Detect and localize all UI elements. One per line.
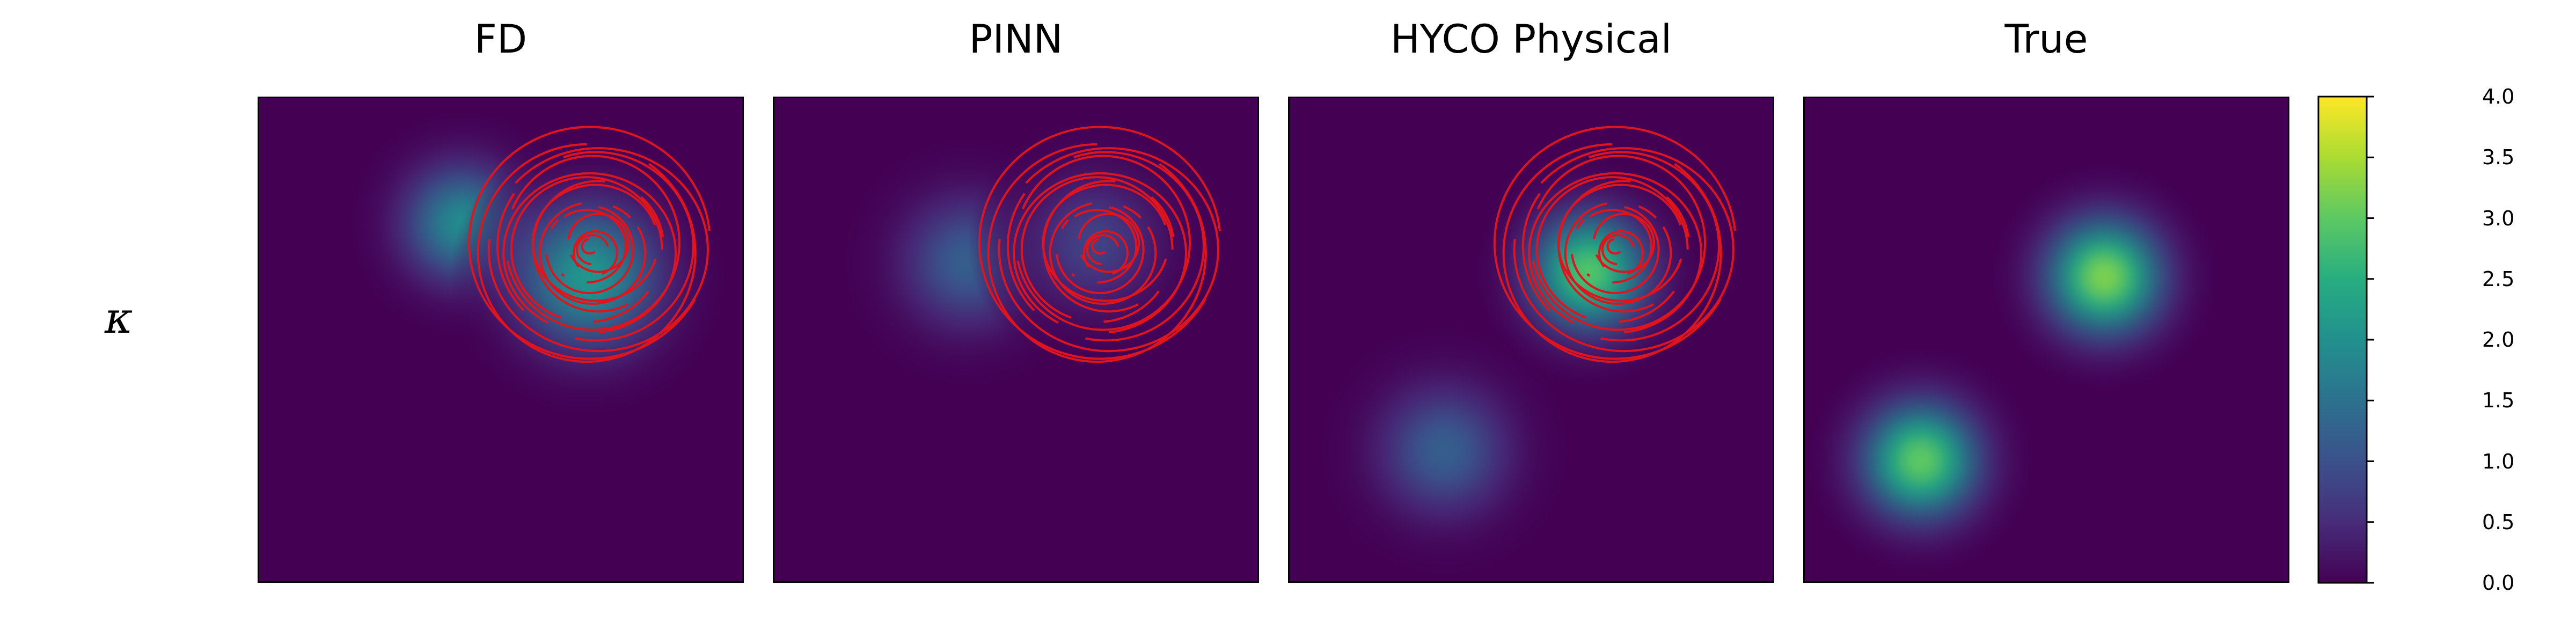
contour-arc bbox=[1674, 163, 1722, 324]
contour-arc bbox=[545, 206, 634, 295]
contour-arc bbox=[1638, 205, 1657, 219]
heatmap-panel bbox=[1288, 97, 1774, 583]
contour-arc bbox=[510, 176, 663, 319]
contour-arc bbox=[502, 255, 548, 324]
heatmap-panel bbox=[1803, 97, 2289, 583]
contour-arc bbox=[572, 230, 618, 275]
contour-arc bbox=[1013, 255, 1059, 324]
heatmap-blob bbox=[449, 138, 726, 415]
contour-arc bbox=[1666, 196, 1690, 238]
contour-arc bbox=[1576, 219, 1584, 229]
contour-arc bbox=[1537, 155, 1620, 210]
panel-title: PINN bbox=[969, 17, 1063, 62]
panel-title: FD bbox=[474, 17, 528, 62]
contour-arc bbox=[532, 180, 628, 313]
colorbar-tick-label: 0.0 bbox=[2482, 571, 2515, 595]
contour-arc bbox=[1073, 151, 1205, 342]
contour-arc bbox=[593, 290, 649, 323]
contour-arc bbox=[507, 298, 696, 360]
contour-arc bbox=[1557, 180, 1654, 313]
contour-arc bbox=[561, 273, 565, 277]
contour-arc bbox=[1123, 205, 1142, 219]
heatmap-blob bbox=[1319, 325, 1570, 576]
contour-arc bbox=[1535, 176, 1689, 319]
contour-arc bbox=[563, 151, 694, 342]
contour-arc bbox=[1151, 196, 1175, 238]
contour-arc bbox=[487, 159, 709, 353]
heatmap-blob bbox=[1991, 164, 2218, 390]
heatmap-panel bbox=[258, 97, 744, 583]
contour-arc bbox=[998, 159, 1219, 353]
contour-arc bbox=[1589, 209, 1653, 284]
contour-arc bbox=[1532, 298, 1722, 360]
contour-arc bbox=[1571, 206, 1660, 295]
contour-arc bbox=[511, 155, 594, 210]
contour-arc bbox=[496, 193, 525, 311]
contour-arc bbox=[1661, 259, 1682, 288]
contour-arc bbox=[1586, 273, 1591, 277]
contour-arc bbox=[1042, 180, 1139, 313]
contour-arc bbox=[1601, 234, 1635, 266]
heatmap-panel bbox=[773, 97, 1259, 583]
panel-title: HYCO Physical bbox=[1390, 17, 1672, 62]
contour-lines bbox=[1493, 126, 1737, 363]
contour-arc bbox=[1606, 238, 1621, 255]
colorbar-tick-label: 2.0 bbox=[2482, 328, 2515, 352]
contour-arc bbox=[1025, 147, 1175, 184]
colorbar-tick-label: 0.5 bbox=[2482, 510, 2515, 534]
contour-arc bbox=[640, 196, 664, 238]
contour-arc bbox=[1074, 209, 1138, 284]
contour-arc bbox=[612, 205, 632, 219]
contour-arc bbox=[1598, 230, 1644, 275]
colorbar-tick-label: 3.5 bbox=[2482, 145, 2515, 170]
colorbar-gradient bbox=[2317, 96, 2368, 584]
panel-title: True bbox=[2004, 17, 2088, 62]
contour-arc bbox=[1086, 234, 1119, 266]
contour-arc bbox=[581, 238, 596, 255]
contour-arc bbox=[1071, 273, 1075, 277]
colorbar-tick-label: 1.5 bbox=[2482, 389, 2515, 413]
colorbar-tick-label: 2.5 bbox=[2482, 267, 2515, 291]
colorbar-tick-label: 4.0 bbox=[2482, 85, 2515, 108]
contour-arc bbox=[1049, 202, 1157, 305]
contour-arc bbox=[1006, 193, 1035, 311]
colorbar-tick-label: 3.0 bbox=[2482, 206, 2515, 230]
contour-arc bbox=[1060, 219, 1069, 229]
contour-arc bbox=[564, 209, 627, 284]
contour-arc bbox=[1540, 147, 1690, 184]
contour-arc bbox=[1619, 290, 1675, 323]
contour-arc bbox=[1589, 151, 1720, 342]
row-label: κ bbox=[105, 293, 133, 343]
contour-arc bbox=[1103, 290, 1160, 323]
contour-lines bbox=[978, 126, 1221, 363]
contour-arc bbox=[635, 259, 656, 288]
heatmap-blob bbox=[1807, 347, 2034, 574]
contour-arc bbox=[1521, 193, 1550, 311]
contour-arc bbox=[1528, 255, 1574, 324]
contour-arc bbox=[1513, 159, 1735, 353]
contour-lines bbox=[467, 126, 711, 363]
contour-arc bbox=[1564, 202, 1672, 305]
contour-arc bbox=[648, 163, 697, 324]
contour-arc bbox=[1146, 259, 1167, 288]
contour-arc bbox=[1017, 298, 1206, 360]
contour-arc bbox=[1159, 163, 1207, 324]
contour-arc bbox=[515, 147, 665, 184]
contour-arc bbox=[1056, 206, 1145, 295]
contour-arc bbox=[1082, 230, 1129, 275]
contour-arc bbox=[538, 202, 647, 305]
contour-arc bbox=[1091, 238, 1106, 255]
contour-arc bbox=[575, 234, 609, 266]
colorbar-tick-label: 1.0 bbox=[2482, 449, 2515, 473]
contour-arc bbox=[550, 219, 559, 229]
contour-arc bbox=[1022, 155, 1104, 210]
contour-arc bbox=[1020, 176, 1174, 319]
